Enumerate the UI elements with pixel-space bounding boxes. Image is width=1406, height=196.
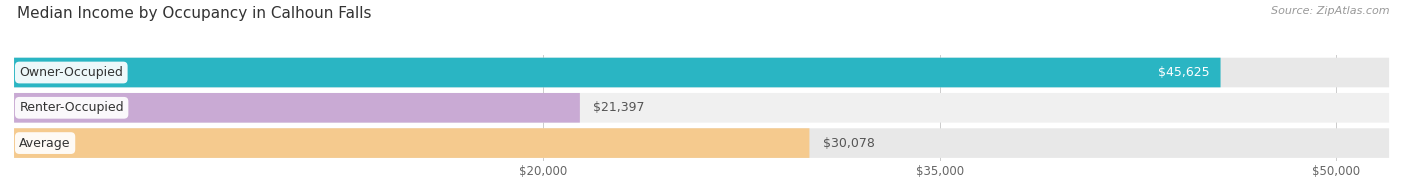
FancyBboxPatch shape <box>14 58 1389 87</box>
FancyBboxPatch shape <box>14 128 810 158</box>
FancyBboxPatch shape <box>14 93 579 123</box>
Text: Median Income by Occupancy in Calhoun Falls: Median Income by Occupancy in Calhoun Fa… <box>17 6 371 21</box>
Text: Owner-Occupied: Owner-Occupied <box>20 66 124 79</box>
Text: $21,397: $21,397 <box>593 101 644 114</box>
Text: $30,078: $30,078 <box>823 137 875 150</box>
Text: Average: Average <box>20 137 70 150</box>
Text: $45,625: $45,625 <box>1159 66 1211 79</box>
Text: Source: ZipAtlas.com: Source: ZipAtlas.com <box>1271 6 1389 16</box>
FancyBboxPatch shape <box>14 128 1389 158</box>
Text: Renter-Occupied: Renter-Occupied <box>20 101 124 114</box>
FancyBboxPatch shape <box>14 93 1389 123</box>
FancyBboxPatch shape <box>14 58 1220 87</box>
